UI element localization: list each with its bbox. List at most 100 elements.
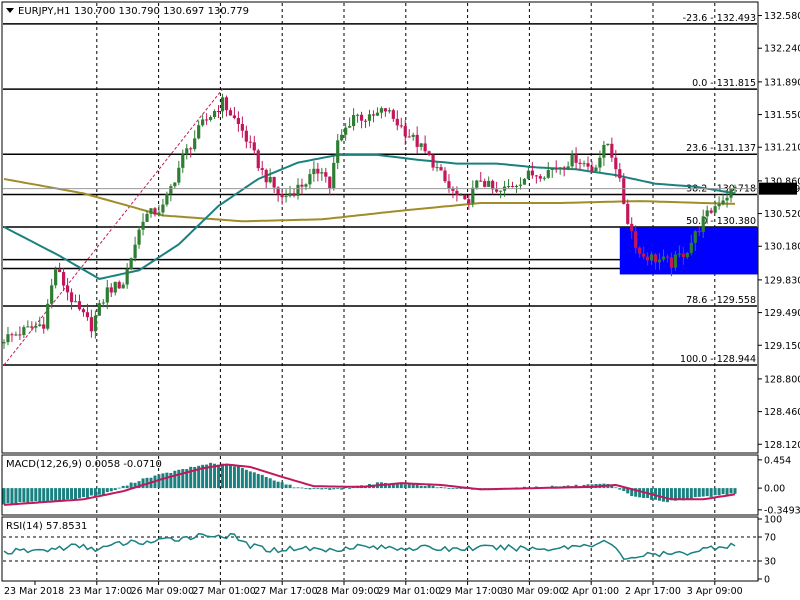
candle-bull[interactable]	[304, 184, 308, 187]
price-axis[interactable]: 132.580 132.240 131.890 131.550 131.210 130.8…	[758, 11, 800, 451]
candle-bear[interactable]	[18, 334, 22, 336]
candle-bear[interactable]	[236, 118, 240, 125]
candle-bull[interactable]	[193, 138, 197, 150]
candle-bull[interactable]	[157, 212, 161, 215]
candle-bull[interactable]	[506, 186, 511, 188]
candle-bear[interactable]	[316, 168, 320, 174]
candle-bull[interactable]	[129, 258, 133, 269]
candle-bear[interactable]	[260, 168, 264, 170]
rsi-axis[interactable]: 100 70 30 0	[758, 515, 782, 586]
candle-bull[interactable]	[173, 182, 177, 187]
candle-bear[interactable]	[252, 142, 256, 151]
candle-bull[interactable]	[558, 167, 562, 169]
candle-bear[interactable]	[681, 253, 685, 258]
candle-bull[interactable]	[685, 252, 689, 258]
candle-bull[interactable]	[459, 194, 463, 196]
candle-bear[interactable]	[479, 180, 483, 182]
candle-bear[interactable]	[669, 257, 674, 268]
candle-bull[interactable]	[713, 206, 717, 213]
candle-bull[interactable]	[284, 196, 288, 198]
candle-bear[interactable]	[622, 178, 626, 204]
candle-bear[interactable]	[634, 231, 638, 248]
candle-bull[interactable]	[649, 254, 654, 261]
candle-bear[interactable]	[363, 120, 368, 122]
candle-bear[interactable]	[653, 254, 658, 263]
candle-bull[interactable]	[93, 315, 97, 332]
candle-bull[interactable]	[701, 216, 705, 233]
candle-bear[interactable]	[638, 247, 642, 254]
candle-bull[interactable]	[125, 268, 129, 285]
candle-bull[interactable]	[149, 208, 153, 214]
candle-bull[interactable]	[733, 186, 737, 190]
candle-bull[interactable]	[161, 204, 165, 213]
candle-bull[interactable]	[526, 170, 531, 179]
candle-bear[interactable]	[391, 110, 395, 119]
candle-bull[interactable]	[268, 176, 272, 183]
candle-bear[interactable]	[292, 193, 296, 196]
candle-bull[interactable]	[689, 242, 693, 253]
candle-bull[interactable]	[38, 324, 42, 326]
candle-bull[interactable]	[582, 163, 586, 165]
candle-bear[interactable]	[240, 124, 244, 131]
candle-bull[interactable]	[165, 193, 169, 205]
candle-bull[interactable]	[518, 184, 523, 186]
candle-bear[interactable]	[562, 167, 566, 169]
candle-bull[interactable]	[352, 115, 356, 127]
candle-bear[interactable]	[89, 317, 94, 332]
candle-bear[interactable]	[451, 188, 455, 191]
candle-bull[interactable]	[296, 184, 300, 196]
candle-bull[interactable]	[22, 327, 26, 336]
candle-bull[interactable]	[705, 210, 709, 217]
candle-bull[interactable]	[367, 114, 372, 121]
candle-bull[interactable]	[332, 162, 336, 189]
candle-bear[interactable]	[495, 189, 499, 192]
candle-bear[interactable]	[205, 119, 209, 121]
candle-bear[interactable]	[77, 301, 82, 310]
candle-bull[interactable]	[542, 177, 546, 179]
candle-bull[interactable]	[101, 302, 105, 304]
candle-bear[interactable]	[407, 136, 411, 138]
candle-bear[interactable]	[395, 118, 399, 126]
candle-bull[interactable]	[375, 112, 380, 116]
candle-bull[interactable]	[514, 185, 519, 187]
candle-bear[interactable]	[117, 281, 121, 289]
candle-bear[interactable]	[578, 162, 582, 164]
candle-bear[interactable]	[510, 186, 515, 188]
candle-bear[interactable]	[264, 169, 268, 183]
candle-bull[interactable]	[348, 126, 352, 128]
candle-bull[interactable]	[340, 134, 344, 141]
candle-bull[interactable]	[471, 187, 475, 204]
candle-bear[interactable]	[10, 334, 14, 336]
candle-bear[interactable]	[328, 176, 332, 189]
candle-bull[interactable]	[137, 229, 141, 245]
candle-bull[interactable]	[673, 254, 678, 268]
candle-bull[interactable]	[133, 244, 137, 259]
candle-bear[interactable]	[491, 180, 495, 190]
candle-bull[interactable]	[288, 193, 292, 197]
candle-bear[interactable]	[371, 114, 376, 116]
candle-bull[interactable]	[606, 143, 610, 146]
candle-bull[interactable]	[594, 167, 598, 172]
candle-bear[interactable]	[256, 150, 260, 169]
candle-bull[interactable]	[308, 174, 312, 185]
candle-bull[interactable]	[97, 303, 101, 316]
candle-bear[interactable]	[697, 231, 701, 233]
candle-bull[interactable]	[598, 157, 602, 168]
candle-bear[interactable]	[58, 269, 62, 273]
candle-bull[interactable]	[344, 127, 348, 135]
candle-bear[interactable]	[455, 190, 459, 195]
candle-bear[interactable]	[65, 285, 70, 293]
candle-bull[interactable]	[566, 166, 570, 169]
candle-bull[interactable]	[177, 167, 181, 183]
candle-bear[interactable]	[224, 97, 229, 111]
candle-bear[interactable]	[248, 141, 252, 143]
candle-bear[interactable]	[189, 148, 193, 150]
candle-bull[interactable]	[729, 189, 733, 198]
candle-bull[interactable]	[721, 200, 725, 205]
candle-bull[interactable]	[73, 301, 78, 303]
candle-bear[interactable]	[618, 169, 622, 179]
candle-bull[interactable]	[2, 342, 6, 344]
candle-bear[interactable]	[300, 184, 304, 187]
